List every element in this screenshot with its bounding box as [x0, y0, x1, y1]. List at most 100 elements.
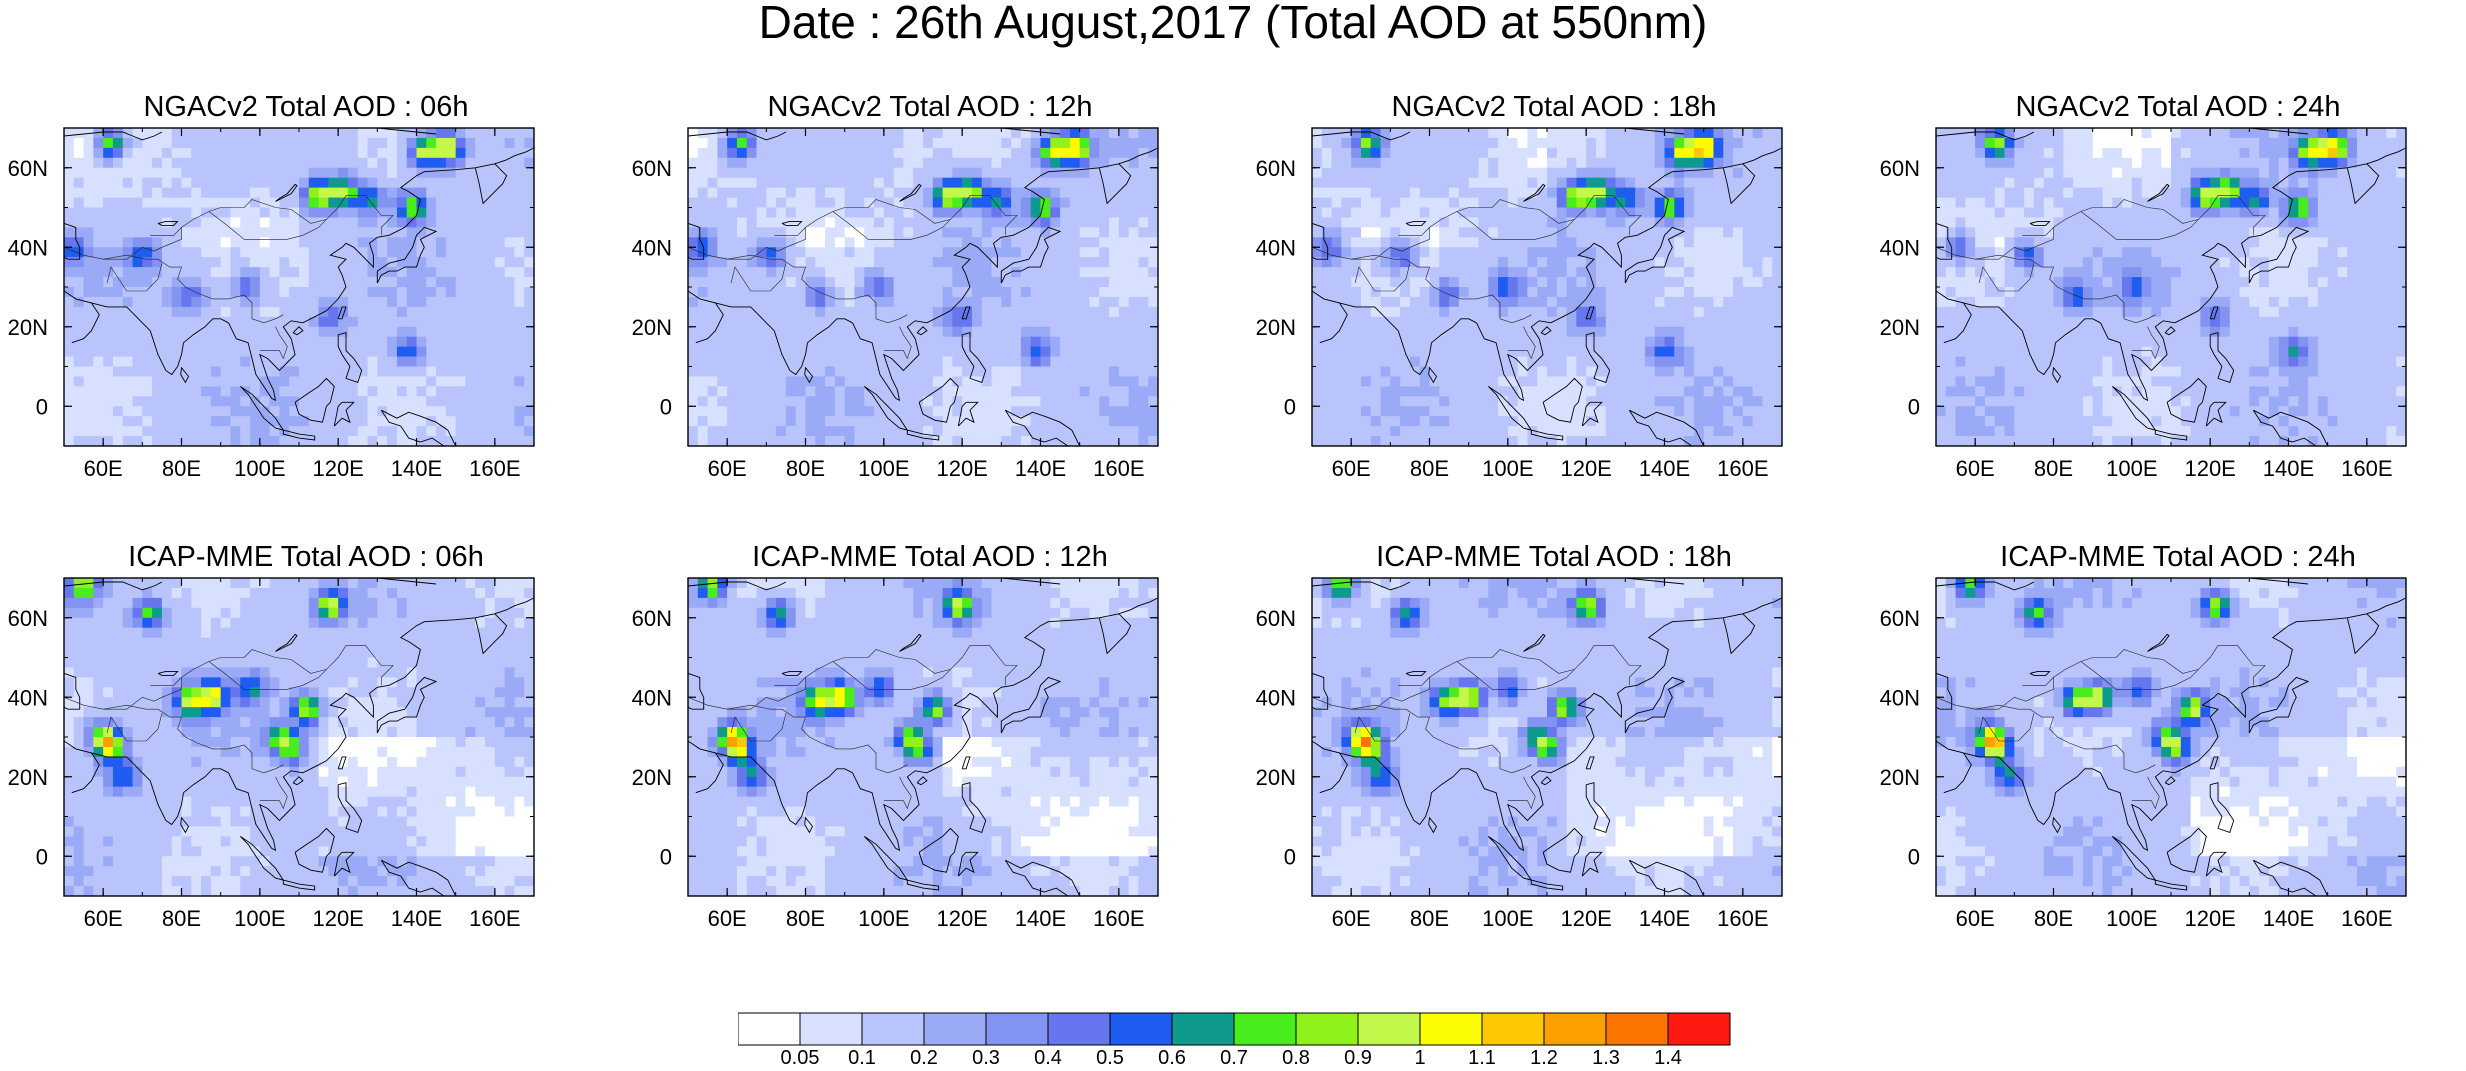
aod-cell [923, 376, 934, 387]
aod-cell [387, 426, 398, 437]
aod-cell [1001, 257, 1012, 268]
aod-cell [406, 277, 418, 288]
aod-cell [122, 436, 134, 446]
aod-cell [1109, 366, 1120, 378]
aod-cell [475, 326, 486, 338]
aod-cell [1050, 197, 1061, 209]
aod-cell [727, 366, 738, 378]
aod-cell [2014, 137, 2025, 149]
aod-cell [883, 267, 895, 278]
aod-cell [1011, 406, 1022, 417]
aod-cell [250, 426, 261, 437]
aod-cell [1615, 207, 1626, 219]
aod-cell [1060, 287, 1071, 298]
aod-cell [1693, 257, 1705, 268]
coastline [333, 401, 355, 427]
aod-cell [2112, 137, 2123, 149]
aod-cell [981, 267, 993, 278]
aod-cell [1507, 406, 1519, 417]
aod-cell [991, 207, 1002, 219]
aod-cell [357, 137, 369, 149]
aod-cell [347, 227, 359, 238]
aod-cell [1547, 267, 1558, 278]
aod-cell [942, 316, 953, 328]
aod-cell [1517, 406, 1529, 417]
aod-cell [1380, 366, 1391, 378]
aod-cell [1595, 177, 1607, 189]
aod-cell [377, 366, 388, 378]
aod-cell [1360, 336, 1372, 348]
aod-cell [445, 227, 457, 238]
aod-cell [299, 277, 310, 288]
aod-cell [1118, 406, 1130, 417]
aod-cell [1400, 197, 1411, 209]
aod-cell [1517, 386, 1529, 397]
aod-cell [73, 416, 85, 427]
aod-cell [259, 336, 271, 348]
aod-cell [1439, 267, 1450, 278]
aod-cell [1488, 227, 1499, 238]
aod-cell [1674, 346, 1685, 358]
aod-cell [971, 316, 983, 328]
aod-cell [1713, 296, 1724, 308]
aod-cell [1733, 426, 1744, 437]
aod-cell [893, 396, 905, 407]
aod-cell [1556, 167, 1568, 179]
aod-cell [1069, 257, 1081, 268]
aod-cell [406, 187, 418, 199]
aod-cell [475, 247, 486, 258]
aod-cell [1409, 277, 1421, 288]
aod-cell [1400, 207, 1411, 219]
aod-cell [756, 296, 767, 308]
aod-cell [318, 287, 329, 298]
aod-cell [1380, 247, 1391, 258]
aod-cell [1148, 177, 1158, 189]
aod-cell [83, 167, 94, 179]
aod-cell [1527, 227, 1538, 238]
aod-cell [1380, 217, 1391, 228]
aod-cell [1109, 287, 1120, 298]
aod-cell [1050, 386, 1061, 397]
aod-cell [191, 277, 202, 288]
aod-cell [132, 167, 143, 179]
aod-cell [64, 237, 75, 248]
aod-cell [766, 187, 777, 199]
aod-cell [1693, 227, 1705, 238]
aod-cell [971, 306, 983, 318]
aod-cell [864, 277, 875, 288]
aod-cell [736, 177, 748, 189]
aod-cell [1566, 197, 1577, 209]
aod-cell [269, 247, 281, 258]
aod-cell [805, 326, 816, 338]
aod-cell [152, 147, 163, 159]
aod-cell [1498, 296, 1509, 308]
aod-cell [357, 207, 369, 219]
aod-cell [1527, 217, 1538, 228]
aod-cell [220, 436, 232, 446]
aod-cell [1468, 217, 1480, 228]
aod-cell [1478, 396, 1489, 407]
aod-cell [161, 257, 173, 268]
aod-cell [514, 277, 525, 288]
aod-cell [1060, 426, 1071, 437]
aod-cell [834, 257, 846, 268]
aod-cell [1576, 257, 1587, 268]
aod-cell [1001, 287, 1012, 298]
aod-cell [1370, 277, 1382, 288]
aod-cell [465, 217, 476, 228]
aod-cell [1458, 316, 1470, 328]
aod-cell [766, 366, 777, 378]
aod-cell [524, 436, 534, 446]
aod-cell [152, 376, 163, 387]
aod-cell [485, 157, 496, 169]
aod-cell [132, 326, 143, 338]
aod-cell [142, 326, 153, 338]
aod-cell [1380, 416, 1391, 427]
aod-cell [504, 217, 516, 228]
aod-cell [932, 396, 944, 407]
aod-cell [756, 207, 767, 219]
aod-cell [2004, 137, 2015, 149]
aod-cell [181, 336, 192, 348]
aod-cell [406, 237, 418, 248]
aod-cell [210, 376, 222, 387]
